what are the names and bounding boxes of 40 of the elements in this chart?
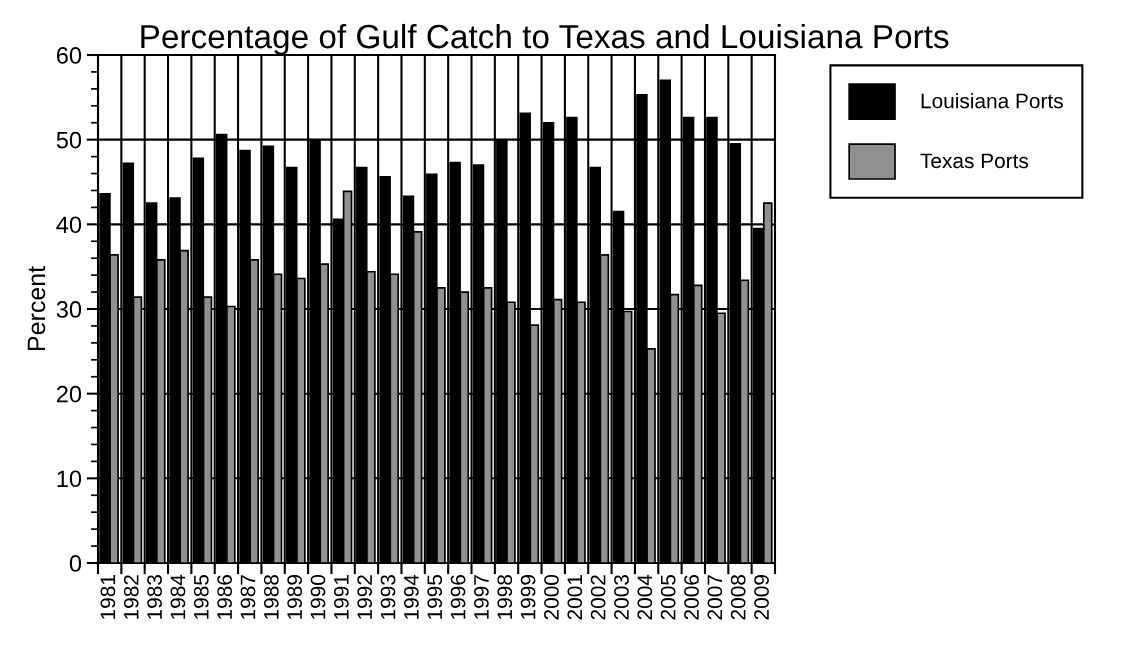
y-tick-label: 0: [69, 555, 82, 572]
legend-label: Louisiana Ports: [921, 93, 1063, 109]
x-tick-label: 2003: [614, 575, 629, 620]
x-tick-label: 1983: [147, 575, 162, 619]
x-tick-label: 1999: [520, 575, 536, 619]
x-tick-label: 1991: [333, 575, 349, 619]
x-tick-label: 2007: [707, 575, 723, 620]
x-tick-label: 2001: [567, 575, 583, 620]
x-tick-label: 1994: [403, 574, 419, 619]
x-tick-label: 1987: [240, 575, 256, 619]
x-tick-label: 1993: [380, 575, 396, 619]
y-tick-label: 60: [56, 47, 82, 64]
x-tick-label: 1998: [497, 575, 513, 619]
y-tick-label: 10: [57, 470, 82, 488]
x-tick-label: 2000: [544, 574, 559, 620]
x-tick-label: 1982: [123, 575, 139, 619]
x-tick-label: 2009: [754, 575, 769, 620]
chart-title: Percentage of Gulf Catch to Texas and Louisiana Ports: [141, 23, 949, 55]
y-tick-label: 20: [56, 385, 82, 403]
x-tick-label: 1984: [170, 574, 186, 619]
y-tick-label: 50: [56, 131, 82, 149]
x-tick-label: 1981: [100, 575, 116, 619]
x-tick-label: 1990: [310, 574, 326, 619]
y-tick-label: 40: [56, 216, 82, 234]
y-tick-label: 30: [56, 301, 82, 318]
x-tick-label: 1995: [427, 574, 443, 619]
x-tick-label: 1986: [217, 575, 232, 619]
x-tick-label: 2008: [730, 575, 746, 620]
x-tick-label: 1996: [450, 575, 466, 619]
x-tick-label: 2006: [684, 575, 699, 620]
legend-label: Texas Ports: [920, 153, 1029, 169]
x-tick-label: 2005: [660, 574, 676, 620]
x-tick-label: 2002: [590, 575, 606, 620]
x-tick-label: 1992: [357, 575, 373, 619]
x-tick-label: 1989: [287, 575, 303, 619]
y-axis-title: Percent: [27, 266, 46, 351]
x-tick-label: 1988: [263, 575, 279, 619]
x-tick-label: 1997: [474, 575, 489, 619]
x-tick-label: 2004: [637, 574, 653, 620]
x-tick-label: 1985: [193, 574, 209, 619]
